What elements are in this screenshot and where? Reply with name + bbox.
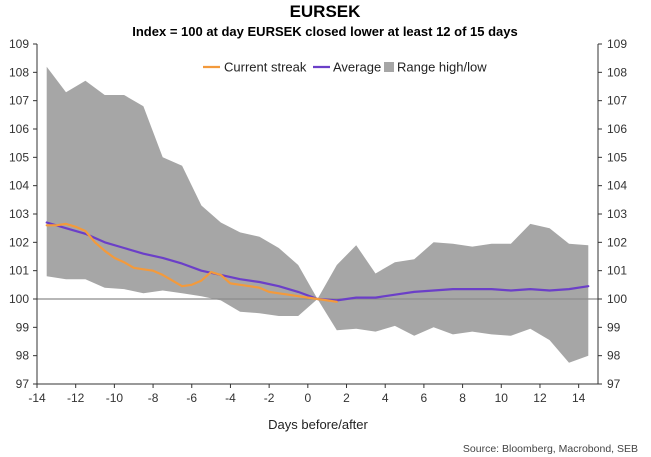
y-tick-label-right: 101 (607, 264, 627, 278)
x-axis-label: Days before/after (268, 417, 368, 432)
y-tick-label-right: 107 (607, 94, 627, 108)
y-tick-label-left: 98 (16, 349, 30, 363)
x-tick-label: -4 (225, 391, 236, 405)
y-tick-label-left: 107 (9, 94, 29, 108)
source-note: Source: Bloomberg, Macrobond, SEB (463, 443, 638, 455)
x-tick-label: 8 (459, 391, 466, 405)
x-tick-label: 10 (495, 391, 509, 405)
legend-label-range: Range high/low (397, 60, 487, 75)
x-tick-label: -2 (264, 391, 275, 405)
legend-swatch-range (384, 62, 394, 72)
legend-label-current-streak: Current streak (224, 60, 307, 75)
y-tick-label-left: 99 (16, 320, 30, 334)
y-tick-label-right: 103 (607, 207, 627, 221)
x-tick-label: -14 (28, 391, 46, 405)
chart-title: EURSEK (290, 2, 362, 21)
y-tick-label-right: 105 (607, 150, 627, 164)
x-tick-label: -6 (186, 391, 197, 405)
y-tick-label-right: 100 (607, 292, 627, 306)
y-tick-label-right: 104 (607, 179, 627, 193)
y-tick-label-left: 108 (9, 65, 29, 79)
series-lines-layer (45, 221, 590, 303)
y-tick-label-left: 97 (16, 377, 30, 391)
x-tick-label: -10 (106, 391, 124, 405)
plot-area (37, 66, 598, 363)
y-tick-label-left: 109 (9, 37, 29, 51)
x-tick-label: 14 (572, 391, 586, 405)
range-band (46, 66, 589, 363)
y-tick-label-right: 106 (607, 122, 627, 136)
range-band-layer (46, 66, 589, 363)
x-tick-label: -8 (148, 391, 159, 405)
y-tick-label-right: 98 (607, 349, 621, 363)
y-tick-label-right: 109 (607, 37, 627, 51)
y-tick-label-left: 102 (9, 235, 29, 249)
x-tick-label: 4 (382, 391, 389, 405)
y-tick-label-left: 104 (9, 179, 29, 193)
y-tick-label-right: 102 (607, 235, 627, 249)
y-tick-label-left: 105 (9, 150, 29, 164)
legend: Current streak Average Range high/low (203, 60, 487, 75)
x-tick-label: 12 (533, 391, 547, 405)
x-tick-label: 6 (421, 391, 428, 405)
y-tick-label-right: 99 (607, 320, 621, 334)
y-tick-label-left: 100 (9, 292, 29, 306)
x-tick-label: 0 (304, 391, 311, 405)
y-tick-label-left: 103 (9, 207, 29, 221)
y-tick-label-right: 108 (607, 65, 627, 79)
x-tick-label: -12 (67, 391, 85, 405)
legend-label-average: Average (333, 60, 381, 75)
current-streak-line (45, 222, 338, 303)
y-tick-label-left: 106 (9, 122, 29, 136)
y-tick-label-right: 97 (607, 377, 621, 391)
y-tick-label-left: 101 (9, 264, 29, 278)
x-tick-label: 2 (343, 391, 350, 405)
chart-subtitle: Index = 100 at day EURSEK closed lower a… (132, 24, 517, 39)
